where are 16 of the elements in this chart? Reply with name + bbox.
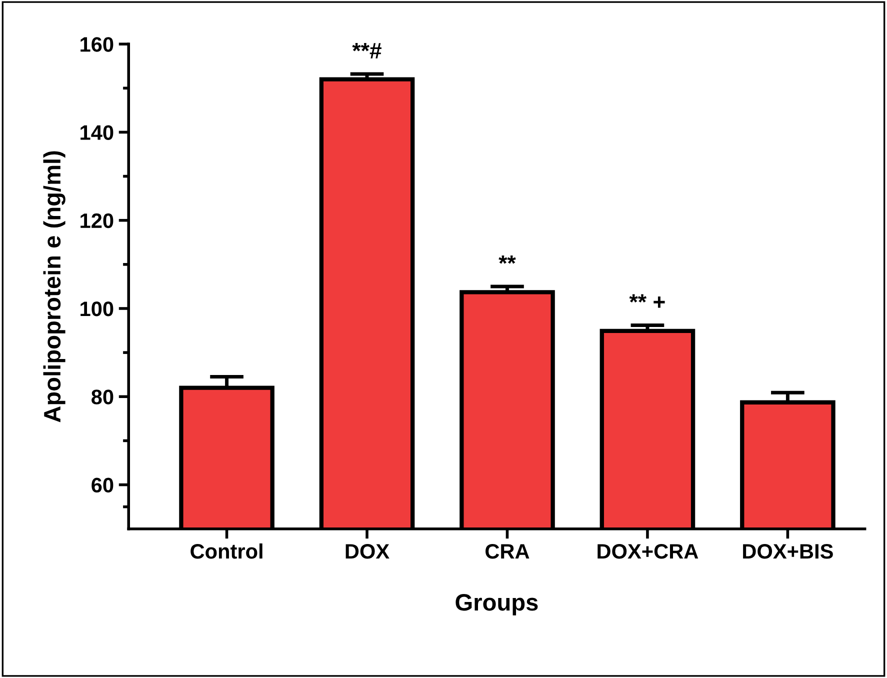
y-tick-label: 100 xyxy=(80,301,114,316)
x-tick-label: CRA xyxy=(486,544,530,559)
y-tick-label: 120 xyxy=(80,213,114,228)
annotation: **# xyxy=(352,43,382,58)
annotation: ** xyxy=(498,255,516,264)
x-tick-label: DOX+BIS xyxy=(743,544,833,559)
y-tick-label: 140 xyxy=(80,125,114,140)
y-tick-label: 160 xyxy=(80,37,114,52)
y-tick-label: 60 xyxy=(92,478,114,493)
x-tick-label: DOX xyxy=(346,544,390,559)
x-tick-label: DOX+CRA xyxy=(598,544,698,559)
x-axis-title: Groups xyxy=(456,594,538,616)
annotation: ** + xyxy=(629,294,665,308)
y-tick-label: 80 xyxy=(92,390,114,404)
y-axis-title: Apolipoprotein e (ng/ml) xyxy=(43,151,66,422)
x-tick-label: Control xyxy=(190,543,262,559)
